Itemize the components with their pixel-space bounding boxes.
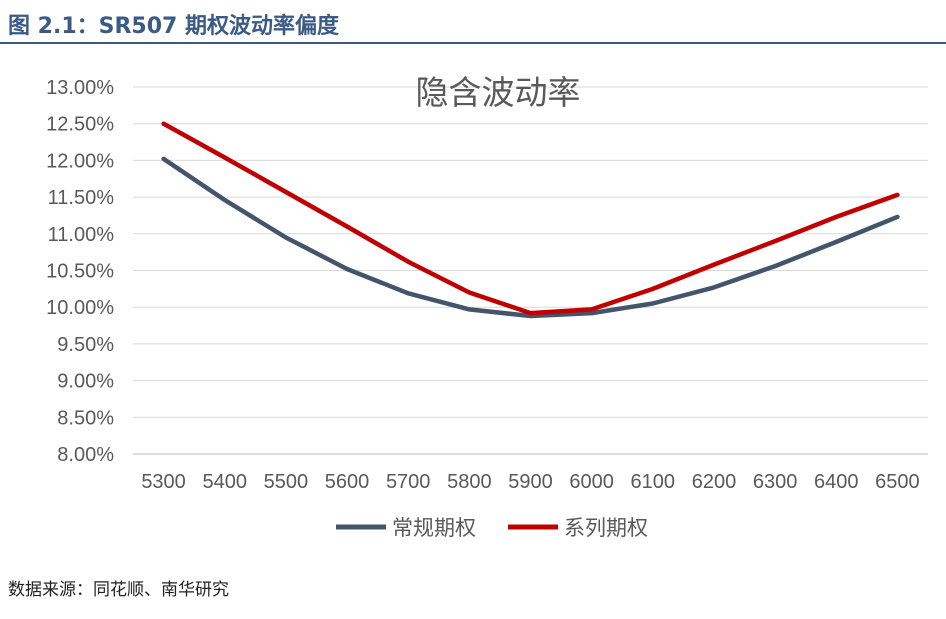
x-tick-label: 5600 <box>325 471 370 493</box>
series-line-2 <box>161 121 900 316</box>
x-tick-label: 5400 <box>202 471 247 493</box>
x-tick-label: 6300 <box>753 471 798 493</box>
y-tick-label: 8.00% <box>57 444 114 466</box>
x-tick-label: 6100 <box>631 471 676 493</box>
series-line-1 <box>161 156 900 319</box>
header-divider <box>0 42 946 44</box>
x-tick-label: 5300 <box>141 471 186 493</box>
x-tick-label: 5800 <box>447 471 492 493</box>
y-tick-label: 11.00% <box>48 224 115 246</box>
y-tick-label: 9.00% <box>57 371 114 393</box>
y-tick-label: 11.50% <box>48 187 115 209</box>
x-tick-label: 5700 <box>386 471 431 493</box>
y-tick-label: 10.00% <box>46 297 114 319</box>
legend-label: 常规期权 <box>392 517 476 540</box>
x-tick-label: 5900 <box>508 471 553 493</box>
y-tick-label: 8.50% <box>57 407 114 429</box>
y-tick-label: 13.00% <box>46 77 114 99</box>
y-tick-label: 10.50% <box>46 261 114 283</box>
source-note: 数据来源：同花顺、南华研究 <box>8 580 229 600</box>
y-tick-label: 12.00% <box>46 150 114 172</box>
x-tick-label: 5500 <box>264 471 309 493</box>
y-tick-label: 12.50% <box>46 114 114 136</box>
volatility-skew-chart: 8.00% 8.50% 9.00% 9.50% 10.00% 10.50% 11.00% 11… <box>46 74 928 540</box>
chart-title: 隐含波动率 <box>416 74 581 111</box>
x-tick-label: 6200 <box>692 471 737 493</box>
y-tick-label: 9.50% <box>57 334 114 356</box>
legend-label: 系列期权 <box>564 517 648 540</box>
figure-header: 图 2.1：SR507 期权波动率偏度 <box>0 0 946 44</box>
x-tick-label: 6500 <box>875 471 920 493</box>
x-tick-label: 6400 <box>814 471 859 493</box>
figure-title: 图 2.1：SR507 期权波动率偏度 <box>8 14 339 39</box>
x-tick-label: 6000 <box>569 471 614 493</box>
